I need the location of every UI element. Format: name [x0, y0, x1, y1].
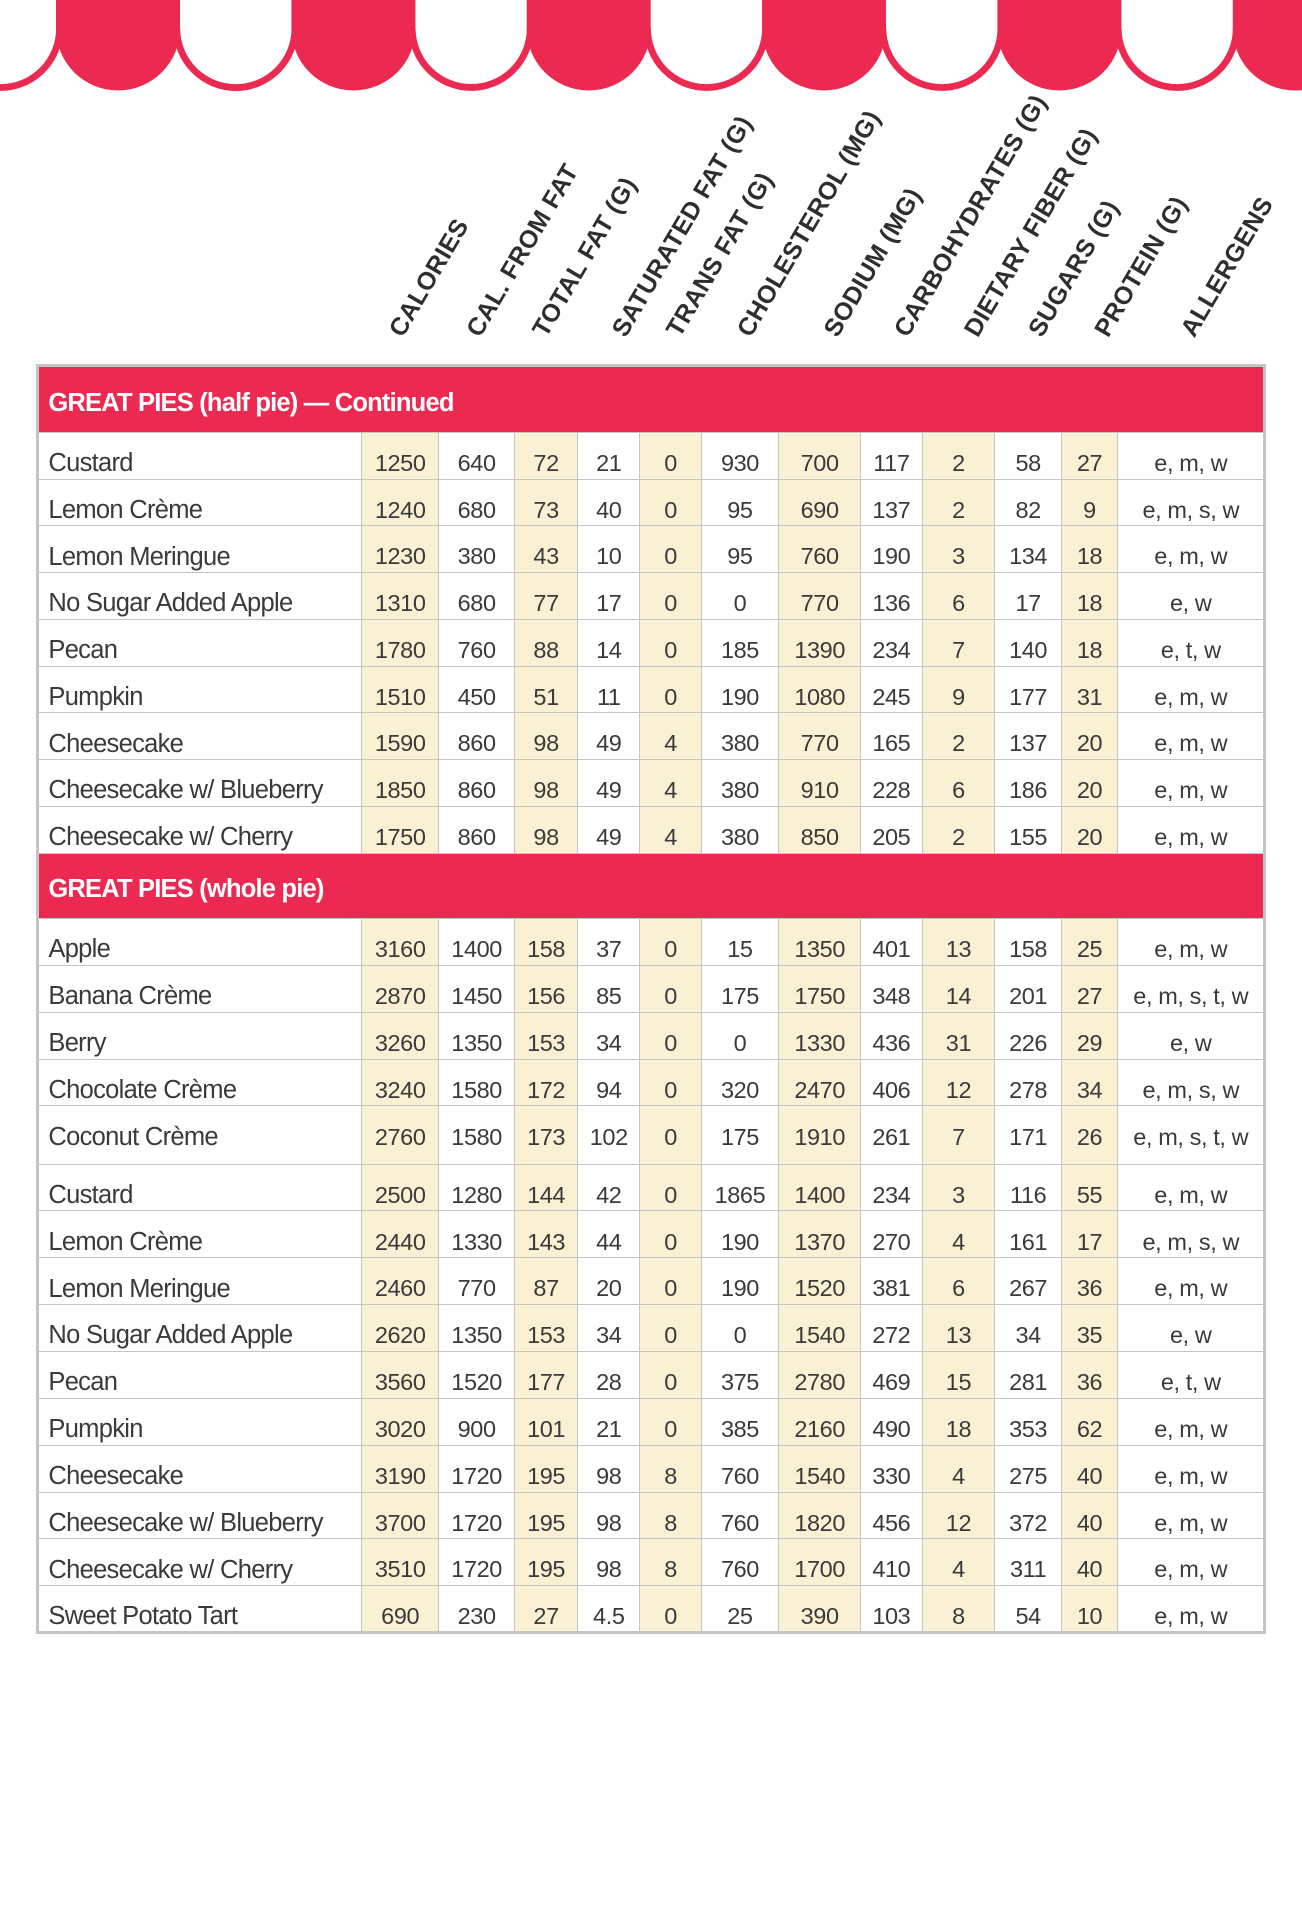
svg-text:CALORIES: CALORIES: [384, 214, 475, 342]
svg-text:ALLERGENS: ALLERGENS: [1175, 192, 1279, 341]
